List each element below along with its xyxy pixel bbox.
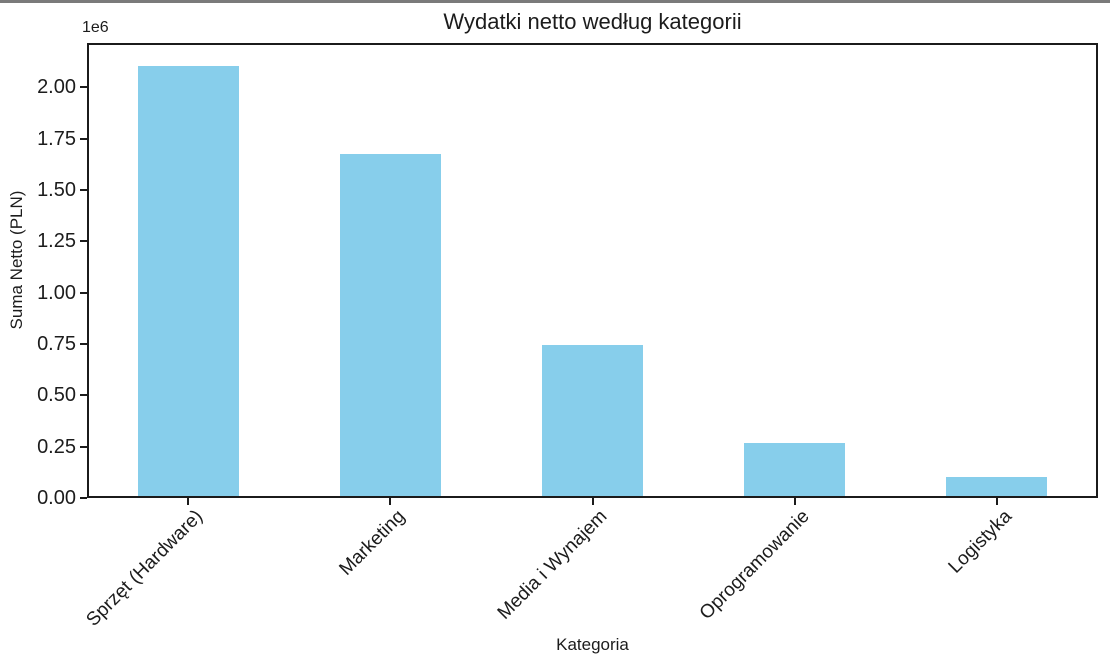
y-tick-label: 1.25 (37, 230, 76, 253)
x-tick-label: Sprzęt (Hardware) (82, 506, 207, 631)
window-top-border (0, 0, 1110, 3)
y-tick-mark (80, 445, 87, 448)
x-tick-mark (187, 498, 190, 505)
y-tick-label: 1.75 (37, 127, 76, 150)
x-tick-mark (793, 498, 796, 505)
y-tick-label: 1.50 (37, 178, 76, 201)
x-tick-mark (995, 498, 998, 505)
x-tick-mark (591, 498, 594, 505)
plot-area (87, 43, 1098, 498)
y-tick-mark (80, 394, 87, 397)
x-tick-label: Logistyka (944, 506, 1016, 578)
x-tick-mark (389, 498, 392, 505)
y-tick-mark (80, 86, 87, 89)
bar-4 (744, 443, 846, 496)
bar-3 (541, 345, 644, 496)
bar-2 (339, 154, 441, 496)
x-tick-label: Oprogramowanie (695, 506, 814, 624)
chart-title: Wydatki netto według kategorii (443, 9, 742, 34)
y-tick-label: 0.25 (37, 435, 76, 458)
y-tick-mark (80, 188, 87, 191)
y-tick-mark (80, 240, 87, 243)
x-axis-label: Kategoria (556, 635, 629, 654)
y-tick-mark (80, 342, 87, 345)
x-tick-label: Media i Wynajem (493, 506, 612, 624)
y-tick-label: 0.75 (37, 332, 76, 355)
y-tick-label: 1.00 (37, 281, 76, 304)
y-axis-label: Suma Netto (PLN) (7, 190, 26, 330)
y-tick-label: 0.50 (37, 384, 76, 407)
bar-1 (137, 66, 239, 496)
x-tick-label: Marketing (335, 506, 410, 580)
y-axis-offset-label: 1e6 (82, 19, 109, 36)
y-tick-mark (80, 137, 87, 140)
y-tick-label: 0.00 (37, 487, 76, 509)
y-tick-label: 2.00 (37, 76, 76, 99)
y-tick-mark (80, 497, 87, 499)
bar-5 (946, 476, 1048, 496)
y-tick-mark (80, 291, 87, 294)
